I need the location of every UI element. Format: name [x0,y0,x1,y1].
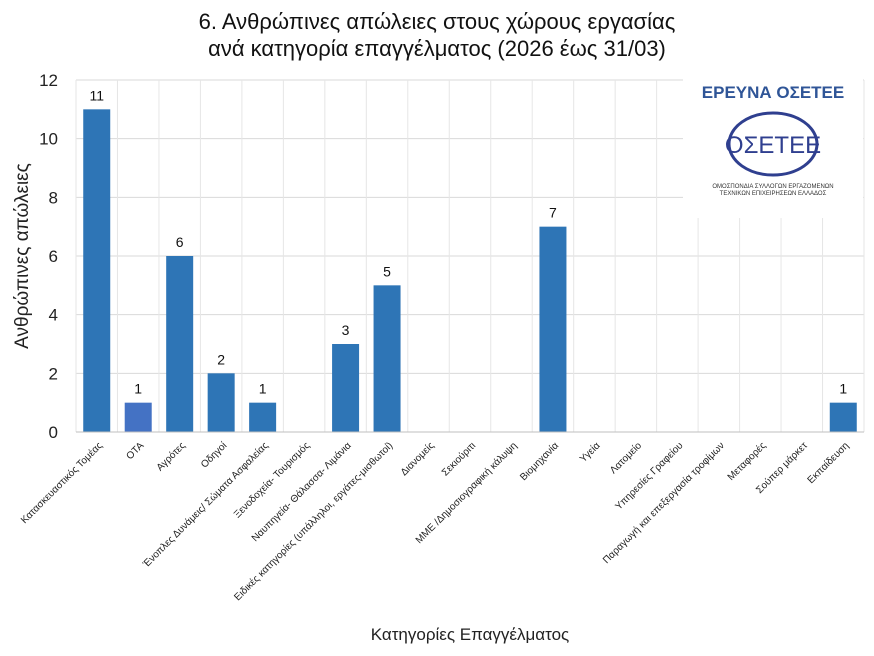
y-tick-label: 8 [49,188,58,207]
x-tick-label: Βιομηχανία [518,439,562,483]
data-label: 1 [839,381,847,397]
x-tick-label: Υπηρεσίες Γραφείου [613,440,686,513]
bar [539,226,567,432]
x-tick-label: Ειδικές κατηγορίες (υπάλληλοι, εργάτες-μ… [232,440,396,604]
x-tick-label: Οδηγοί [198,439,229,470]
osetee-logo: ΕΡΕΥΝΑ ΟΣΕΤΕΕ ΟΣΕΤΕΕ ΟΜΟΣΠΟΝΔΙΑ ΣΥΛΛΟΓΩΝ… [683,78,863,218]
x-tick-label: ΟΤΑ [125,440,147,462]
logo-heading: ΕΡΕΥΝΑ ΟΣΕΤΕΕ [701,83,845,102]
x-tick-label: Σεκιούριτι [439,440,478,479]
data-label: 5 [383,263,391,279]
y-tick-label: 6 [49,247,58,266]
y-tick-label: 12 [39,71,58,90]
bar [166,256,194,432]
title-line-1: 6. Ανθρώπινες απώλειες στους χώρους εργα… [198,9,676,34]
bar [124,402,152,432]
bar [829,402,857,432]
svg-text:ΟΣΕΤΕΕ: ΟΣΕΤΕΕ [725,132,821,159]
x-tick-label: Εκπαίδευση [805,440,851,486]
y-tick-label: 0 [49,423,58,442]
y-tick-label: 2 [49,364,58,383]
data-label: 2 [217,351,225,367]
y-tick-label: 10 [39,130,58,149]
y-tick-label: 4 [49,306,58,325]
bar [249,402,277,432]
y-axis-title: Ανθρώπινες απώλειες [12,163,33,349]
logo-mark: ΟΣΕΤΕΕ [725,111,821,177]
data-label: 3 [342,322,350,338]
bar [207,373,235,432]
x-tick-label: Κατασκευαστικός Τομέας [18,440,105,527]
bar [373,285,401,432]
x-tick-label: Υγεία [577,439,602,464]
title-line-2: ανά κατηγορία επαγγέλματος (2026 έως 31/… [208,36,666,61]
x-tick-label: Διανομείς [398,440,437,479]
x-tick-label: Αγρότες [154,440,188,474]
bar [83,109,111,432]
logo-line-1: ΟΜΟΣΠΟΝΔΙΑ ΣΥΛΛΟΓΩΝ ΕΡΓΑΖΟΜΕΝΩΝ [712,184,834,190]
data-label: 7 [549,205,557,221]
data-label: 1 [259,381,267,397]
chart-title: 6. Ανθρώπινες απώλειες στους χώρους εργα… [0,8,874,62]
data-label: 6 [176,234,184,250]
data-label: 11 [89,87,104,103]
logo-line-2: ΤΕΧΝΙΚΩΝ ΕΠΙΧΕΙΡΗΣΕΩΝ ΕΛΛΑΔΟΣ [719,191,827,197]
x-tick-label: Λατομείο [607,439,644,476]
data-label: 1 [134,381,142,397]
bar [332,344,360,432]
x-axis-title: Κατηγορίες Επαγγέλματος [371,625,570,644]
x-tick-label: Μεταφορές [725,440,769,484]
x-tick-label: Ξενοδοχεία- Τουρισμός [231,440,312,521]
